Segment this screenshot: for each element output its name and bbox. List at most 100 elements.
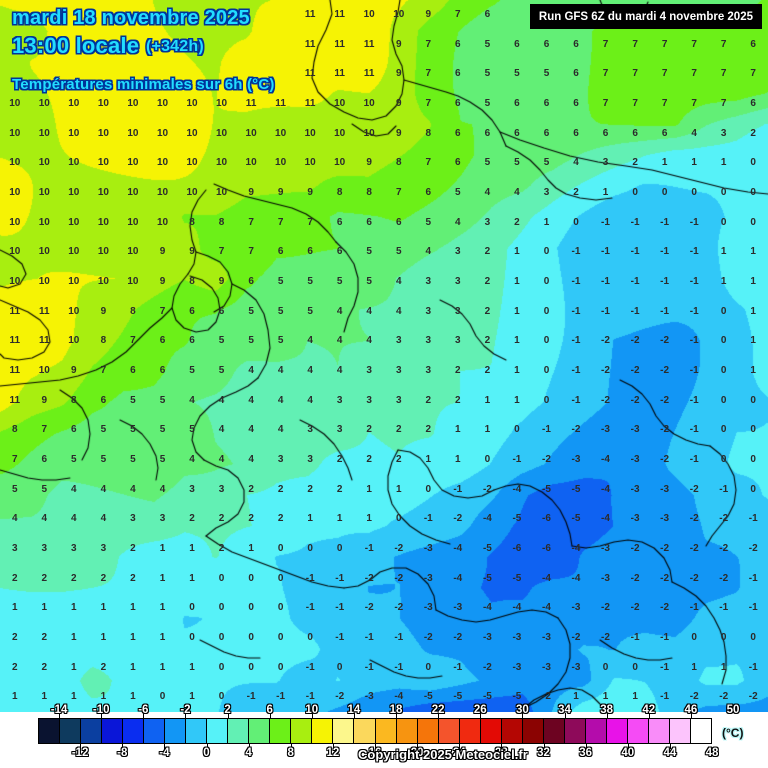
grid-value: 2 [336,483,343,495]
grid-value: -3 [512,661,522,673]
grid-value: -1 [748,661,758,673]
grid-value: 8 [12,424,18,436]
grid-value: 5 [484,38,491,50]
grid-value: 7 [248,246,254,258]
grid-value: 10 [38,97,50,109]
grid-value: 6 [514,127,520,139]
grid-value: -2 [364,602,374,614]
grid-value: 6 [189,305,195,317]
grid-value: 5 [248,305,254,317]
grid-value: 6 [543,127,550,139]
grid-value: 2 [12,631,18,643]
color-scale-cell [669,719,691,743]
grid-value: -1 [571,335,581,347]
grid-value: 1 [130,631,136,643]
grid-value: 6 [455,157,461,169]
grid-value: 2 [100,661,107,673]
grid-value: 1 [632,691,638,703]
grid-value: 7 [130,335,136,347]
grid-value: -4 [542,572,551,584]
grid-value: 3 [425,305,432,317]
grid-value: 5 [189,424,195,436]
grid-value: 5 [130,394,136,406]
grid-value: 6 [307,246,313,258]
grid-value: 0 [543,275,550,287]
grid-value: 2 [484,275,491,287]
legend-tick [311,713,313,718]
grid-value: 10 [215,157,228,169]
grid-value: -2 [719,542,729,554]
grid-value: -2 [748,542,758,554]
color-scale-cell [249,719,271,743]
grid-value: -2 [660,453,670,465]
legend-label-bottom: 24 [452,747,466,759]
grid-value: 0 [573,216,579,228]
grid-value: 10 [97,186,109,198]
grid-value: 7 [12,453,18,465]
grid-value: 3 [720,127,727,139]
grid-value: 10 [215,127,228,139]
temperature-map[interactable]: 11 11 10 10 9 7 6 11 11 11 9 7 6 5 6 6 6 7 7 7 7 7 6 11 11 11 9 7 6 5… [0,0,768,712]
legend-tick [417,744,419,749]
color-scale-cell [648,719,670,743]
grid-value: 7 [41,424,48,436]
grid-value: 6 [366,216,372,228]
grid-value: 2 [425,424,432,436]
grid-value: -5 [512,572,522,584]
grid-value: 11 [304,38,316,50]
grid-value: -2 [689,542,699,554]
grid-value: -2 [601,335,610,347]
grid-value: 6 [514,38,520,50]
legend-tick [101,713,103,718]
grid-value: 5 [336,275,343,287]
color-scale-cell [627,719,649,743]
grid-value: 9 [248,186,254,198]
grid-value: -1 [571,275,581,287]
legend-label-top: 34 [558,704,571,716]
grid-value: -2 [571,631,581,643]
grid-value: -1 [630,275,640,287]
grid-value: 10 [38,127,50,139]
grid-value: 10 [38,157,50,169]
grid-value: 2 [130,572,136,584]
grid-value: -2 [630,364,640,376]
grid-value: -1 [335,602,345,614]
grid-value: 1 [720,275,727,287]
grid-value: 2 [750,127,756,139]
color-scale-cell [459,719,481,743]
grid-value: -3 [571,602,581,614]
color-scale-cell [417,719,439,743]
grid-value: 3 [100,542,107,554]
grid-value: -2 [660,542,670,554]
grid-value: 3 [366,394,372,406]
grid-value: 1 [159,631,166,643]
legend-label-bottom: 28 [494,747,508,759]
grid-value: 0 [632,186,638,198]
grid-value: 1 [484,424,491,436]
grid-value: -2 [660,364,670,376]
grid-value: 0 [277,542,284,554]
grid-value: -2 [394,602,404,614]
grid-value: 0 [248,572,254,584]
grid-value: 11 [245,97,257,109]
grid-value: 4 [277,394,284,406]
grid-value: 5 [484,157,491,169]
grid-value: 1 [514,335,520,347]
color-scale-cell [543,719,565,743]
grid-value: 2 [130,542,136,554]
grid-value: 10 [38,246,50,258]
grid-value: 1 [750,275,756,287]
grid-value: 0 [750,157,756,169]
grid-value: -1 [719,483,729,495]
grid-value: 4 [514,186,520,198]
color-scale-cell [564,719,586,743]
color-scale-bar[interactable] [38,718,712,744]
legend-label-bottom: 8 [287,747,294,759]
grid-value: -1 [748,513,758,525]
grid-value: -1 [453,483,463,495]
grid-value: -2 [719,513,729,525]
legend-label-top: 22 [431,704,445,716]
grid-value: 1 [41,691,48,703]
grid-value: 6 [100,394,107,406]
